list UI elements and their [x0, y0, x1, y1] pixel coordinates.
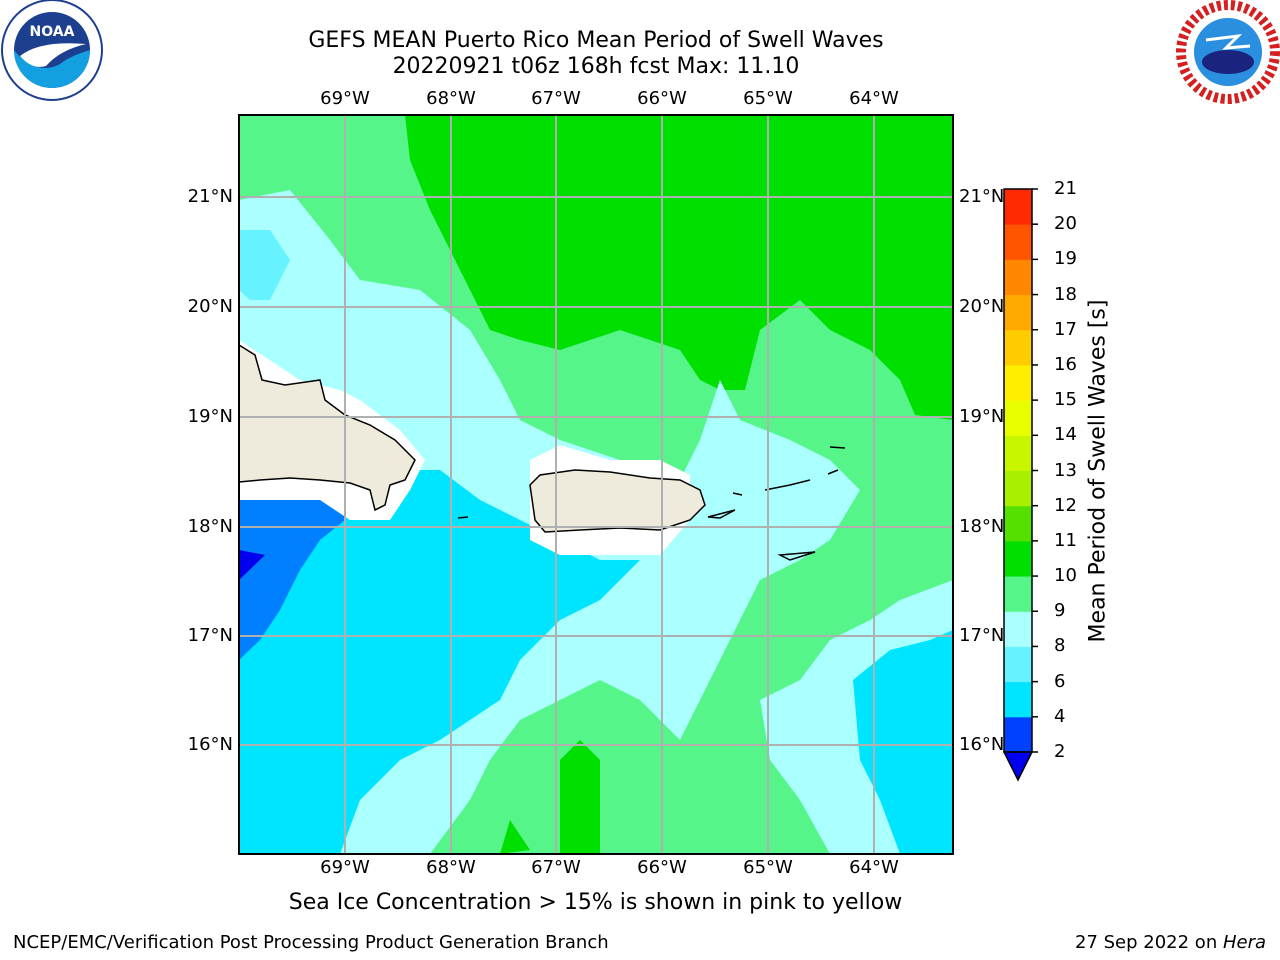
- contour-6-8-north: [239, 230, 290, 300]
- lat-label-left: 20°N: [187, 296, 233, 317]
- lat-label-right: 17°N: [959, 625, 1005, 646]
- colorbar-segment: [1004, 435, 1032, 471]
- lon-label-bottom: 69°W: [320, 857, 370, 878]
- colorbar-tick-label: 21: [1054, 178, 1077, 199]
- chart-title: GEFS MEAN Puerto Rico Mean Period of Swe…: [308, 28, 884, 53]
- colorbar-segment: [1004, 259, 1032, 296]
- lon-label-top: 65°W: [743, 88, 793, 109]
- footer-host: Hera: [1222, 932, 1266, 953]
- lat-label-left: 19°N: [187, 406, 233, 427]
- colorbar: [1002, 188, 1038, 782]
- colorbar-segment: [1004, 224, 1032, 260]
- noaa-logo: NOAA: [1, 0, 103, 101]
- lat-label-left: 16°N: [187, 734, 233, 755]
- land-islands: [457, 446, 846, 561]
- colorbar-tick-label: 19: [1054, 248, 1077, 270]
- footer-date-text: 27 Sep 2022 on: [1075, 932, 1223, 953]
- lat-label-left: 18°N: [187, 516, 233, 537]
- lon-label-bottom: 66°W: [637, 857, 687, 878]
- colorbar-tick-label: 17: [1054, 318, 1077, 340]
- colorbar-title: Mean Period of Swell Waves [s]: [1085, 299, 1111, 643]
- colorbar-tick-label: 18: [1054, 283, 1077, 305]
- lon-label-top: 64°W: [849, 88, 899, 109]
- lon-label-top: 68°W: [426, 88, 476, 109]
- lon-label-bottom: 65°W: [743, 857, 793, 878]
- lon-label-top: 67°W: [531, 88, 581, 109]
- colorbar-tick-label: 11: [1054, 529, 1077, 551]
- colorbar-tick-label: 10: [1054, 565, 1077, 587]
- lat-label-right: 16°N: [959, 734, 1005, 755]
- lon-label-bottom: 68°W: [426, 857, 476, 878]
- lon-label-top: 69°W: [320, 88, 370, 109]
- colorbar-segment: [1004, 540, 1032, 577]
- colorbar-tick-label: 15: [1054, 389, 1077, 411]
- colorbar-tick-label: 8: [1054, 635, 1066, 657]
- colorbar-tick-label: 4: [1054, 705, 1066, 727]
- colorbar-tick-label: 6: [1054, 670, 1066, 692]
- lat-label-right: 18°N: [959, 516, 1005, 537]
- colorbar-segment: [1004, 294, 1032, 331]
- lat-label-right: 20°N: [959, 296, 1005, 317]
- colorbar-segment: [1004, 329, 1032, 366]
- contour-6-8-east: [853, 630, 953, 854]
- lon-label-bottom: 67°W: [531, 857, 581, 878]
- colorbar-segment: [1004, 646, 1032, 683]
- colorbar-tick-label: 12: [1054, 494, 1077, 516]
- footer-credit: NCEP/EMC/Verification Post Processing Pr…: [13, 932, 609, 953]
- sea-ice-note: Sea Ice Concentration > 15% is shown in …: [288, 890, 903, 915]
- colorbar-segment: [1004, 470, 1032, 507]
- lon-label-top: 66°W: [637, 88, 687, 109]
- colorbar-segment: [1004, 576, 1032, 612]
- nws-logo: [1176, 0, 1280, 104]
- map-frame: [238, 114, 954, 855]
- land-hispaniola: [239, 344, 416, 512]
- colorbar-segment: [1004, 681, 1032, 718]
- colorbar-segment: [1004, 505, 1032, 542]
- lat-label-left: 17°N: [187, 625, 233, 646]
- footer-date: 27 Sep 2022 on Hera: [1075, 932, 1266, 954]
- lat-label-left: 21°N: [187, 186, 233, 207]
- colorbar-segment: [1004, 611, 1032, 647]
- contour-10-11: [405, 115, 953, 420]
- colorbar-segment: [1004, 400, 1032, 436]
- colorbar-tick-label: 14: [1054, 424, 1077, 446]
- colorbar-segment: [1004, 364, 1032, 401]
- noaa-logo-text: NOAA: [30, 24, 75, 40]
- colorbar-tick-label: 13: [1054, 459, 1077, 481]
- colorbar-tick-label: 16: [1054, 353, 1077, 375]
- contour-under-2: [239, 550, 265, 580]
- chart-subtitle: 20220921 t06z 168h fcst Max: 11.10: [392, 54, 800, 79]
- lat-label-right: 21°N: [959, 186, 1005, 207]
- land-vieques: [707, 509, 736, 519]
- colorbar-under-triangle: [1002, 751, 1034, 782]
- colorbar-tick-label: 2: [1054, 741, 1066, 762]
- colorbar-segment: [1004, 189, 1032, 225]
- contour-2-4: [239, 500, 345, 660]
- lat-label-right: 19°N: [959, 406, 1005, 427]
- colorbar-tick-label: 9: [1054, 600, 1066, 622]
- contour-10-11-south: [560, 740, 600, 854]
- colorbar-segment: [1004, 716, 1032, 753]
- colorbar-tick-label: 20: [1054, 213, 1077, 235]
- contour-10-11-south2: [500, 820, 530, 854]
- lon-label-bottom: 64°W: [849, 857, 899, 878]
